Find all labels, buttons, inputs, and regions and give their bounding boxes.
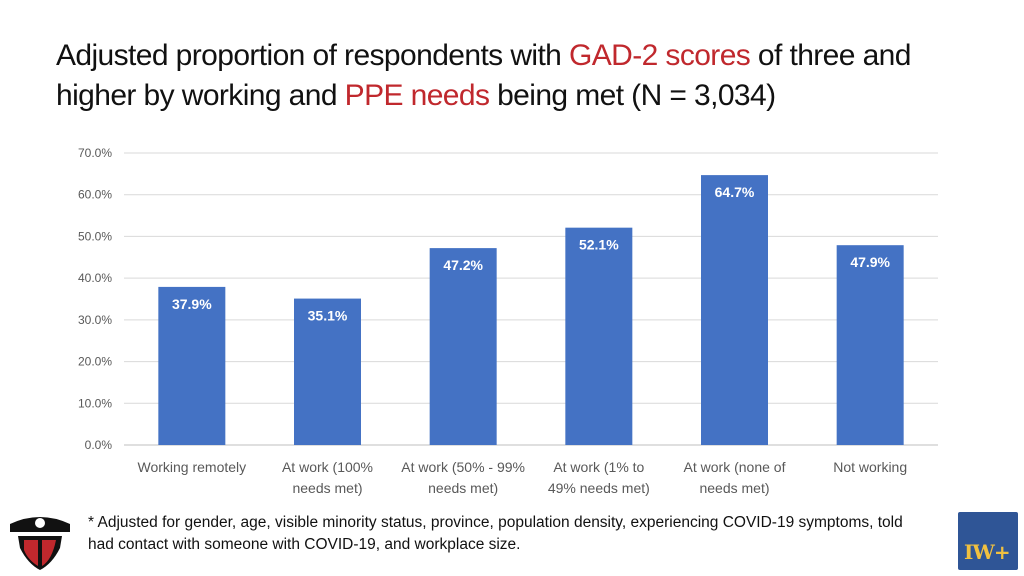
- data-label: 37.9%: [172, 296, 212, 312]
- data-label: 52.1%: [579, 237, 619, 253]
- bar: [701, 175, 768, 445]
- x-tick-label: Not working: [833, 459, 907, 475]
- bar-chart: 0.0% 10.0% 20.0% 30.0% 40.0% 50.0% 60.0% 70.0% 3…: [78, 146, 938, 496]
- y-tick-label: 10.0%: [78, 396, 112, 410]
- data-label: 64.7%: [715, 184, 755, 200]
- x-tick-label: needs met): [699, 480, 769, 496]
- iwh-logo-box: [958, 512, 1018, 570]
- y-tick-label: 30.0%: [78, 313, 112, 327]
- x-tick-label: needs met): [292, 480, 362, 496]
- data-label: 35.1%: [308, 308, 348, 324]
- bar: [294, 298, 361, 445]
- bar: [565, 227, 633, 445]
- title-part-3: being met (N = 3,034): [489, 79, 776, 112]
- x-tick-label: At work (100%: [282, 459, 373, 475]
- x-tick-label: At work (none of: [684, 459, 786, 475]
- title-part-1: Adjusted proportion of respondents with: [56, 39, 569, 72]
- x-tick-label: 49% needs met): [548, 480, 650, 496]
- x-tick-label: At work (1% to: [553, 459, 644, 475]
- iwh-logo-text: IW+: [964, 540, 1011, 564]
- y-tick-label: 0.0%: [85, 438, 113, 452]
- y-tick-label: 60.0%: [78, 188, 112, 202]
- title-highlight-ppe: PPE needs: [344, 79, 490, 112]
- footnote: * Adjusted for gender, age, visible mino…: [88, 514, 903, 553]
- y-tick-label: 20.0%: [78, 355, 112, 369]
- title-part-2: of three and higher by working and: [56, 39, 911, 112]
- bar: [158, 286, 226, 445]
- data-label: 47.9%: [850, 254, 890, 270]
- chart-title: Adjusted proportion of respondents with …: [56, 36, 986, 116]
- y-tick-label: 50.0%: [78, 229, 112, 243]
- y-tick-label: 40.0%: [78, 271, 112, 285]
- y-tick-label: 70.0%: [78, 146, 112, 160]
- bar: [429, 248, 497, 445]
- x-tick-label: At work (50% - 99%: [401, 459, 525, 475]
- bar: [836, 245, 904, 445]
- title-highlight-gad2: GAD-2 scores: [569, 39, 751, 72]
- data-label: 47.2%: [443, 257, 483, 273]
- x-tick-label: needs met): [428, 480, 498, 496]
- helmet-shield-logo-icon: [10, 517, 70, 570]
- x-tick-label: Working remotely: [137, 459, 246, 475]
- iwh-logo-icon: IW+: [958, 512, 1018, 570]
